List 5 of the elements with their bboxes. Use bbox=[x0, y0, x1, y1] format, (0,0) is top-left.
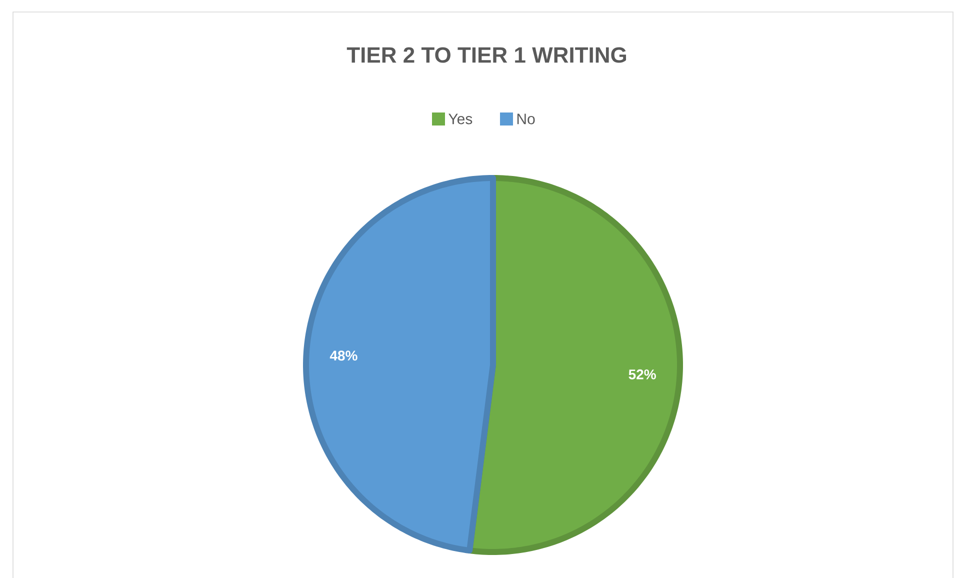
legend-label: No bbox=[517, 114, 535, 124]
data-label: 52% bbox=[628, 369, 656, 380]
chart-title: TIER 2 TO TIER 1 WRITING bbox=[346, 47, 626, 63]
legend-label: Yes bbox=[448, 114, 472, 124]
data-label: 48% bbox=[330, 350, 358, 361]
